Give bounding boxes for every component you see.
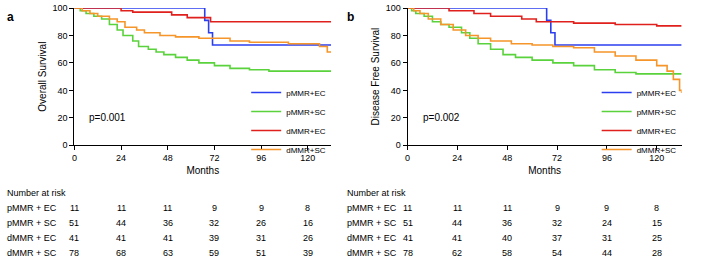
svg-text:39: 39 [303,248,313,258]
svg-text:8: 8 [654,203,659,213]
svg-text:41: 41 [452,233,462,243]
svg-text:pMMR+EC: pMMR+EC [286,89,326,98]
svg-text:40: 40 [391,86,401,96]
svg-text:9: 9 [259,203,264,213]
svg-text:pMMR + EC: pMMR + EC [347,203,397,213]
svg-text:51: 51 [403,218,413,228]
svg-text:63: 63 [163,248,173,258]
svg-text:15: 15 [652,218,662,228]
svg-text:120: 120 [649,153,664,163]
svg-text:28: 28 [652,248,662,258]
svg-text:b: b [347,10,354,24]
svg-text:a: a [7,10,14,24]
svg-text:68: 68 [116,248,126,258]
svg-text:60: 60 [58,58,68,68]
svg-text:0: 0 [396,140,401,150]
svg-text:62: 62 [452,248,462,258]
svg-text:32: 32 [552,218,562,228]
svg-text:41: 41 [116,233,126,243]
svg-text:60: 60 [391,58,401,68]
svg-text:11: 11 [403,203,412,213]
svg-text:Disease Free Survival: Disease Free Survival [370,28,381,126]
svg-text:8: 8 [305,203,310,213]
svg-text:pMMR+SC: pMMR+SC [286,108,326,117]
svg-text:p=0.001: p=0.001 [89,112,126,123]
svg-text:80: 80 [58,31,68,41]
svg-text:pMMR + EC: pMMR + EC [7,203,57,213]
svg-text:80: 80 [391,31,401,41]
svg-text:41: 41 [69,233,79,243]
svg-text:48: 48 [163,153,173,163]
svg-text:Overall Survival: Overall Survival [37,42,48,112]
svg-text:25: 25 [652,233,662,243]
svg-text:41: 41 [403,233,413,243]
svg-text:51: 51 [69,218,79,228]
svg-text:36: 36 [163,218,173,228]
svg-text:0: 0 [405,153,410,163]
svg-text:pMMR+EC: pMMR+EC [637,89,677,98]
svg-text:41: 41 [163,233,173,243]
svg-text:44: 44 [602,248,612,258]
svg-text:11: 11 [70,203,79,213]
svg-text:36: 36 [502,218,512,228]
svg-text:26: 26 [256,218,266,228]
svg-text:100: 100 [53,3,68,13]
svg-text:24: 24 [452,153,462,163]
svg-text:dMMR+EC: dMMR+EC [286,127,326,136]
svg-text:dMMR + SC: dMMR + SC [347,248,397,258]
svg-text:11: 11 [503,203,512,213]
svg-text:pMMR + SC: pMMR + SC [347,218,397,228]
svg-text:Months: Months [528,165,561,176]
svg-text:Months: Months [186,165,219,176]
svg-text:dMMR+SC: dMMR+SC [637,146,677,155]
svg-text:39: 39 [209,233,219,243]
svg-text:24: 24 [116,153,126,163]
svg-text:40: 40 [502,233,512,243]
svg-text:72: 72 [552,153,562,163]
svg-text:72: 72 [209,153,219,163]
svg-text:9: 9 [212,203,217,213]
svg-text:pMMR+SC: pMMR+SC [637,108,677,117]
svg-text:16: 16 [303,218,313,228]
svg-text:pMMR + SC: pMMR + SC [7,218,57,228]
svg-text:9: 9 [555,203,560,213]
svg-text:11: 11 [163,203,172,213]
svg-text:100: 100 [386,3,401,13]
svg-text:78: 78 [69,248,79,258]
svg-text:96: 96 [602,153,612,163]
svg-text:p=0.002: p=0.002 [423,112,460,123]
svg-text:20: 20 [391,113,401,123]
svg-text:dMMR + SC: dMMR + SC [7,248,57,258]
svg-text:32: 32 [209,218,219,228]
svg-text:dMMR+SC: dMMR+SC [286,146,326,155]
svg-text:58: 58 [502,248,512,258]
svg-text:44: 44 [452,218,462,228]
svg-text:54: 54 [552,248,562,258]
svg-text:40: 40 [58,86,68,96]
svg-text:37: 37 [552,233,562,243]
svg-text:120: 120 [300,153,315,163]
svg-text:9: 9 [604,203,609,213]
svg-text:78: 78 [403,248,413,258]
svg-text:Number at risk: Number at risk [7,188,66,198]
svg-text:11: 11 [453,203,462,213]
svg-text:24: 24 [602,218,612,228]
svg-text:dMMR+EC: dMMR+EC [637,127,677,136]
svg-text:dMMR + EC: dMMR + EC [7,233,57,243]
svg-text:31: 31 [256,233,266,243]
svg-text:44: 44 [116,218,126,228]
svg-text:20: 20 [58,113,68,123]
svg-text:48: 48 [502,153,512,163]
svg-text:Number at risk: Number at risk [347,188,406,198]
svg-text:11: 11 [117,203,126,213]
svg-text:0: 0 [72,153,77,163]
svg-text:59: 59 [209,248,219,258]
svg-text:31: 31 [602,233,612,243]
svg-text:51: 51 [256,248,266,258]
svg-text:96: 96 [256,153,266,163]
svg-text:0: 0 [63,140,68,150]
svg-text:26: 26 [303,233,313,243]
svg-text:dMMR + EC: dMMR + EC [347,233,397,243]
